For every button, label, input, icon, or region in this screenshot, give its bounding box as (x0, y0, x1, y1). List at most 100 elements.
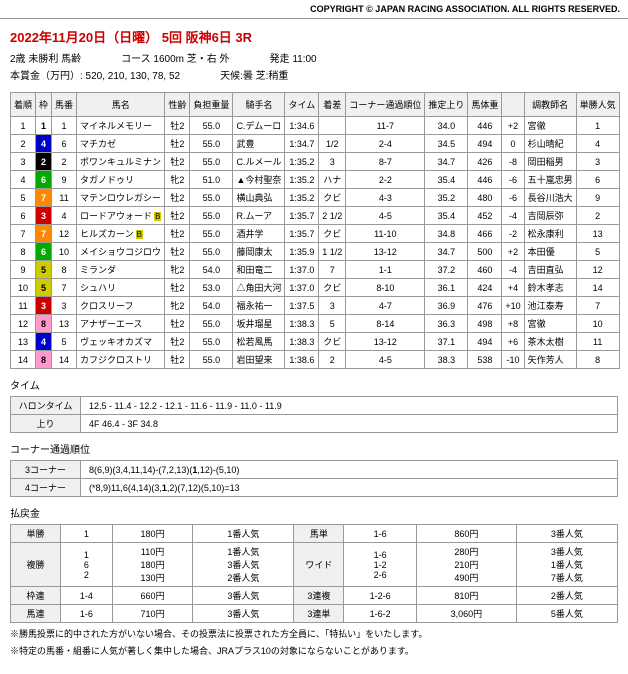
waku-cell: 5 (36, 279, 52, 297)
cell: 538 (468, 351, 502, 369)
horse-name: タガノドゥリ (77, 171, 165, 189)
copyright: COPYRIGHT © JAPAN RACING ASSOCIATION. AL… (0, 0, 628, 19)
trainer-name: 鈴木孝志 (524, 279, 576, 297)
time-table: ハロンタイム12.5 - 11.4 - 12.2 - 12.1 - 11.6 -… (10, 396, 618, 433)
payout-cell: 1 6 2 (61, 543, 113, 587)
cell: 6 (52, 135, 77, 153)
payout-cell: 馬単 (294, 525, 344, 543)
payout-cell: 660円 (112, 587, 192, 605)
cell (319, 117, 346, 135)
cell: +10 (502, 297, 524, 315)
result-row: 246マチカゼ牡255.0武豊1:34.71/22-434.54940杉山晴紀4 (11, 135, 620, 153)
cell: 35.4 (425, 207, 468, 225)
payout-cell: 180円 (112, 525, 192, 543)
cell: +6 (502, 333, 524, 351)
payout-title: 払戻金 (10, 505, 618, 520)
cell: 3 (576, 153, 619, 171)
result-row: 958ミランダ牝254.0和田竜二1:37.071-137.2460-4吉田直弘… (11, 261, 620, 279)
result-row: 8610メイショウコジロウ牡255.0藤岡康太1:35.91 1/213-123… (11, 243, 620, 261)
cell: 1:37.5 (285, 297, 319, 315)
cell: 牡2 (165, 243, 190, 261)
cell: 10 (52, 243, 77, 261)
cell: ハナ (319, 171, 346, 189)
payout-cell: 3連単 (294, 605, 344, 623)
waku-cell: 8 (36, 315, 52, 333)
cell: 14 (11, 351, 36, 369)
cell: 4 (52, 207, 77, 225)
cell: 1 (576, 117, 619, 135)
cell: 12 (52, 225, 77, 243)
trainer-name: 池江泰寿 (524, 297, 576, 315)
cell: 牡2 (165, 135, 190, 153)
cell: 11-10 (346, 225, 425, 243)
cell: クビ (319, 333, 346, 351)
cell: 1-1 (346, 261, 425, 279)
trainer-name: 松永康利 (524, 225, 576, 243)
cell: 11 (11, 297, 36, 315)
cell: 1:35.7 (285, 225, 319, 243)
cell: 466 (468, 225, 502, 243)
cell: 2-4 (346, 135, 425, 153)
cell: 9 (52, 171, 77, 189)
time-label: ハロンタイム (11, 397, 81, 415)
race-course: コース 1600m 芝・右 外 (121, 50, 229, 65)
cell: 36.9 (425, 297, 468, 315)
jockey-name: 武豊 (233, 135, 285, 153)
trainer-name: 本田優 (524, 243, 576, 261)
horse-name: マチカゼ (77, 135, 165, 153)
cell: 8 (52, 261, 77, 279)
cell: 4-7 (346, 297, 425, 315)
jockey-name: △角田大河 (233, 279, 285, 297)
cell: -6 (502, 189, 524, 207)
cell: 34.0 (425, 117, 468, 135)
payout-cell: 馬連 (11, 605, 61, 623)
horse-name: ポワンキュルミナン (77, 153, 165, 171)
cell: +4 (502, 279, 524, 297)
cell: -10 (502, 351, 524, 369)
horse-name: メイショウコジロウ (77, 243, 165, 261)
cell: 3 (11, 153, 36, 171)
cell: 34.7 (425, 243, 468, 261)
payout-cell: 1-2-6 (344, 587, 417, 605)
payout-cell: ワイド (294, 543, 344, 587)
cell: 55.0 (190, 351, 233, 369)
cell: 1:35.2 (285, 153, 319, 171)
trainer-name: 茶木太樹 (524, 333, 576, 351)
col-header: 馬体重 (468, 93, 502, 117)
payout-cell: 1番人気 3番人気 2番人気 (193, 543, 294, 587)
cell: 3 (52, 297, 77, 315)
cell: 8-10 (346, 279, 425, 297)
corner-table: 3コーナー8(6,9)(3,4,11,14)-(7,2,13)(1,12)-(5… (10, 460, 618, 497)
col-header: 枠 (36, 93, 52, 117)
jockey-name: 横山典弘 (233, 189, 285, 207)
waku-cell: 1 (36, 117, 52, 135)
payout-cell: 810円 (416, 587, 516, 605)
trainer-name: 長谷川浩大 (524, 189, 576, 207)
cell: 55.0 (190, 135, 233, 153)
cell: 37.1 (425, 333, 468, 351)
cell: 55.0 (190, 189, 233, 207)
cell: 牝2 (165, 261, 190, 279)
jockey-name: 松若風馬 (233, 333, 285, 351)
cell: 12 (11, 315, 36, 333)
cell: 10 (576, 315, 619, 333)
horse-name: マテンロウレガシー (77, 189, 165, 207)
cell: 1/2 (319, 135, 346, 153)
col-header: コーナー通過順位 (346, 93, 425, 117)
corner-label: 3コーナー (11, 461, 81, 479)
time-value: 12.5 - 11.4 - 12.2 - 12.1 - 11.6 - 11.9 … (81, 397, 618, 415)
payout-cell: 3,060円 (416, 605, 516, 623)
race-class: 2歳 未勝利 馬齢 (10, 50, 81, 65)
payout-cell: 860円 (416, 525, 516, 543)
horse-name: ミランダ (77, 261, 165, 279)
race-weather: 天候:曇 芝:稍重 (220, 67, 288, 82)
cell: 34.8 (425, 225, 468, 243)
cell: 494 (468, 135, 502, 153)
payout-cell: 1-6 (61, 605, 113, 623)
cell: -4 (502, 207, 524, 225)
result-row: 634ロードアウォードB牡255.0R.ムーア1:35.72 1/24-535.… (11, 207, 620, 225)
cell: 1:34.7 (285, 135, 319, 153)
cell: 1 (11, 117, 36, 135)
note-2: ※特定の馬番・組番に人気が著しく集中した場合、JRAプラス10の対象にならないこ… (10, 644, 618, 657)
cell: +2 (502, 117, 524, 135)
